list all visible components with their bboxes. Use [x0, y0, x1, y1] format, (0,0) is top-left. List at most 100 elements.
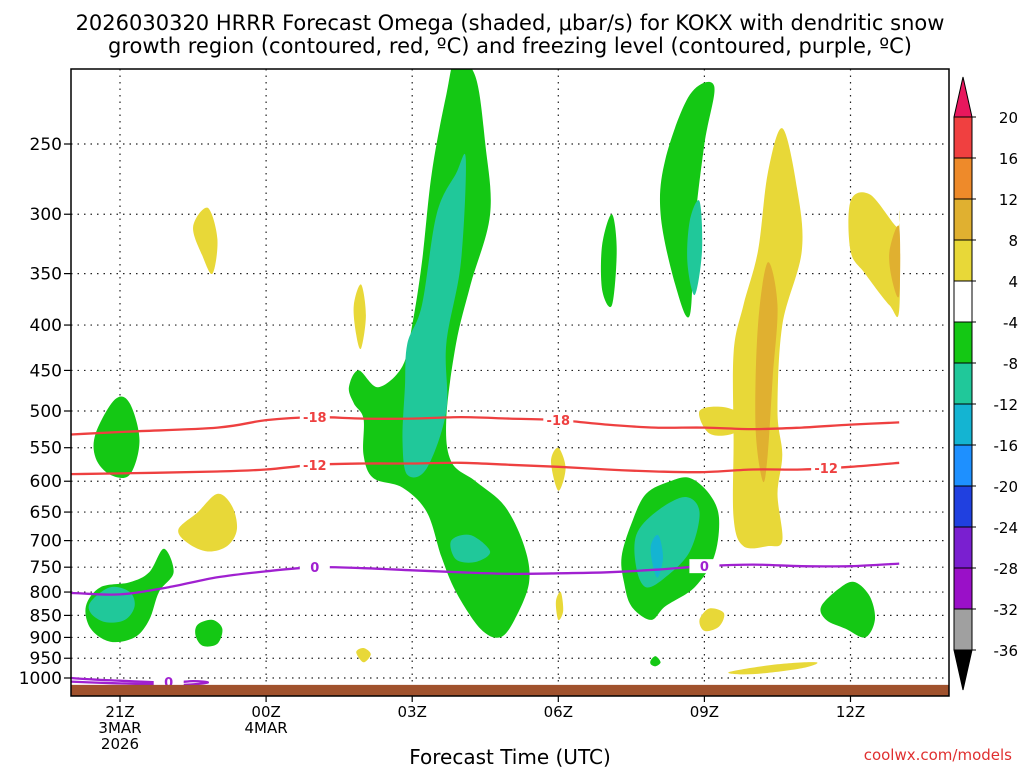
contour-label: 0	[310, 561, 319, 576]
contour-label: -18	[303, 411, 327, 426]
omega-area	[353, 284, 366, 350]
contour-label: -12	[814, 462, 838, 477]
y-tick-label: 550	[30, 439, 62, 459]
omega-area	[650, 534, 663, 578]
omega-area	[551, 447, 566, 491]
y-tick-label: 250	[30, 135, 62, 155]
y-tick-label: 400	[30, 316, 62, 336]
grid-lines	[71, 69, 949, 696]
x-tick-label: 12Z	[836, 703, 865, 721]
omega-area	[755, 262, 778, 483]
omega-area	[195, 619, 223, 647]
omega-area	[650, 656, 661, 667]
colorbar-segment	[953, 444, 973, 487]
contour-label: -18	[547, 414, 571, 429]
y-tick-label: 1000	[19, 669, 62, 689]
colorbar-cap-top	[953, 76, 973, 118]
colorbar-label: -36	[994, 642, 1019, 660]
x-tick-label: 00Z	[251, 703, 280, 721]
colorbar-segment	[953, 485, 973, 528]
colorbar-label: 12	[999, 191, 1018, 209]
x-axis-label: Forecast Time (UTC)	[409, 745, 611, 768]
colorbar-label: -32	[994, 601, 1019, 619]
omega-area	[659, 81, 715, 318]
y-tick-label: 450	[30, 361, 62, 381]
credit-text[interactable]: coolwx.com/models	[864, 746, 1012, 764]
colorbar-label: -12	[994, 396, 1019, 414]
colorbar-segment	[953, 526, 973, 569]
colorbar-label: 16	[999, 150, 1018, 168]
colorbar-label: 20	[999, 109, 1018, 127]
colorbar-segment	[953, 608, 973, 651]
y-tick-label: 300	[30, 205, 62, 225]
colorbar-cap-bottom	[953, 649, 973, 691]
x-tick-label: 4MAR	[245, 719, 288, 737]
y-tick-label: 750	[30, 558, 62, 578]
x-tick-label: 3MAR	[98, 719, 141, 737]
x-tick-label: 06Z	[544, 703, 573, 721]
colorbar-label: -24	[994, 519, 1019, 537]
colorbar-segment	[953, 567, 973, 610]
chart-title: 2026030320 HRRR Forecast Omega (shaded, …	[76, 11, 945, 35]
colorbar-segment	[953, 239, 973, 282]
y-tick-label: 350	[30, 265, 62, 285]
contour-label-bg	[299, 410, 330, 425]
colorbar-label: -8	[1003, 355, 1018, 373]
omega-area	[687, 200, 703, 296]
y-axis: 2503003504004505005506006507007508008509…	[19, 135, 71, 689]
x-tick-label: 2026	[101, 735, 139, 753]
omega-area	[450, 534, 491, 563]
colorbar-label: 8	[1008, 232, 1018, 250]
omega-area	[889, 225, 901, 298]
omega-area	[634, 497, 700, 588]
omega-area	[93, 396, 140, 479]
omega-area	[402, 153, 466, 478]
omega-area	[600, 214, 617, 308]
contour-label-bg	[543, 413, 574, 428]
x-tick-label: 09Z	[690, 703, 719, 721]
colorbar-segment	[953, 321, 973, 364]
contour-label-bg	[299, 560, 330, 575]
x-tick-label: 03Z	[398, 703, 427, 721]
omega-area	[193, 207, 218, 275]
omega-area	[848, 192, 901, 318]
colorbar-label: -28	[994, 560, 1019, 578]
colorbar-segment	[953, 157, 973, 200]
y-tick-label: 850	[30, 606, 62, 626]
plot-area: -18 -18 -12 -12 0 0 0	[71, 69, 949, 696]
omega-area	[728, 662, 818, 675]
colorbar-label: 4	[1008, 273, 1018, 291]
y-tick-label: 900	[30, 628, 62, 648]
ground-surface	[71, 684, 949, 696]
plot-border	[70, 68, 950, 697]
colorbar-segment	[953, 116, 973, 159]
y-tick-label: 600	[30, 472, 62, 492]
contour-label: 0	[700, 560, 709, 575]
colorbar-label: -4	[1003, 314, 1018, 332]
y-tick-label: 950	[30, 649, 62, 669]
omega-area	[88, 586, 135, 623]
contour-label-bg	[689, 559, 720, 574]
contour-line	[71, 461, 900, 476]
colorbar: 20 16 12 8 4 -4 -8 -12 -16 -20 -24 -28 -32 -36	[953, 76, 1019, 691]
colorbar-segment	[953, 403, 973, 446]
y-tick-label: 800	[30, 583, 62, 603]
contour-line	[71, 562, 900, 596]
colorbar-segment	[953, 198, 973, 241]
colorbar-label: -20	[994, 478, 1019, 496]
x-tick-label: 21Z	[105, 703, 134, 721]
chart-subtitle: growth region (contoured, red, ºC) and f…	[108, 34, 912, 58]
y-tick-label: 700	[30, 532, 62, 552]
omega-area	[178, 493, 238, 552]
contour-label-bg	[299, 457, 330, 472]
ground-layer	[71, 684, 949, 696]
omega-area	[356, 647, 371, 663]
contour-line	[71, 415, 900, 436]
omega-area	[699, 608, 725, 632]
contour-label: -12	[303, 459, 327, 474]
y-tick-label: 650	[30, 503, 62, 523]
omega-area	[555, 591, 564, 621]
contour-label-bg	[811, 461, 842, 476]
